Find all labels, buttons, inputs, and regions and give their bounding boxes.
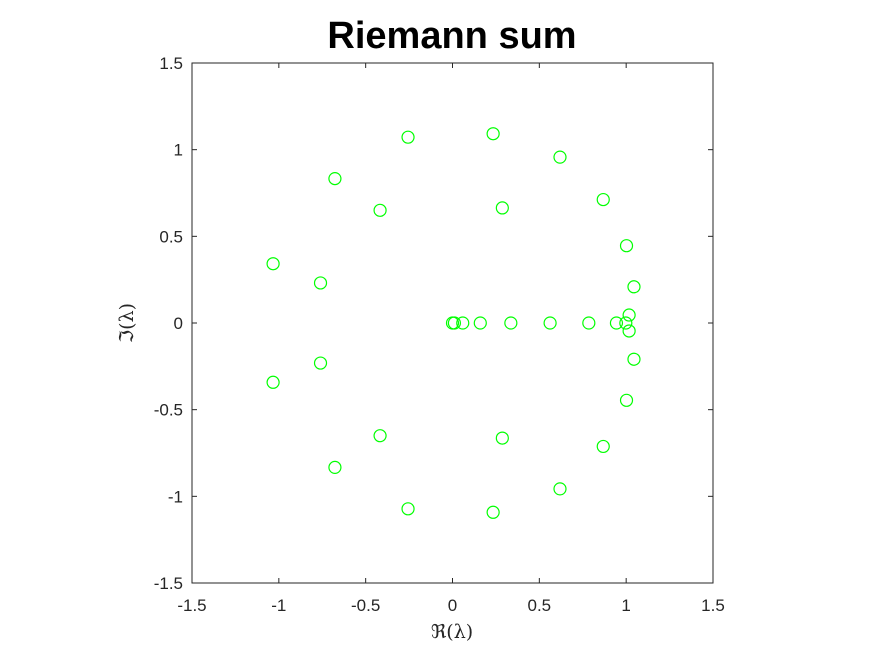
data-point-marker bbox=[313, 276, 328, 290]
data-point-marker bbox=[266, 375, 280, 389]
data-point-marker bbox=[596, 439, 610, 454]
y-tick-label: 1.5 bbox=[159, 54, 183, 73]
x-tick-label: -1 bbox=[271, 596, 286, 615]
x-tick-label: 0.5 bbox=[528, 596, 552, 615]
x-tick-label: 1 bbox=[621, 596, 630, 615]
data-point-marker bbox=[473, 316, 487, 330]
y-tick-label: -1 bbox=[168, 487, 183, 506]
data-point-marker bbox=[373, 203, 387, 217]
data-points bbox=[266, 127, 641, 519]
data-point-marker bbox=[622, 308, 636, 322]
x-tick-label: 1.5 bbox=[701, 596, 725, 615]
x-axis-label: ℜ(λ) bbox=[431, 621, 473, 643]
data-point-marker bbox=[328, 172, 342, 186]
x-tick-label: -0.5 bbox=[351, 596, 380, 615]
x-tick-label: -1.5 bbox=[177, 596, 206, 615]
data-point-marker bbox=[401, 502, 415, 516]
data-point-marker bbox=[373, 429, 387, 443]
data-point-marker bbox=[504, 316, 518, 330]
data-point-marker bbox=[401, 130, 415, 144]
data-point-marker bbox=[313, 356, 328, 370]
chart-title: Riemann sum bbox=[327, 15, 576, 57]
data-point-marker bbox=[609, 316, 624, 330]
x-tick-labels: -1.5 -1 -0.5 0 0.5 1 1.5 bbox=[177, 596, 724, 615]
x-tick-label: 0 bbox=[448, 596, 457, 615]
data-point-marker bbox=[447, 316, 462, 330]
y-tick-label: -1.5 bbox=[154, 574, 183, 593]
data-point-marker bbox=[582, 316, 596, 330]
data-point-marker bbox=[328, 460, 342, 474]
data-point-marker bbox=[627, 280, 641, 294]
y-tick-label: 1 bbox=[174, 141, 183, 160]
data-point-marker bbox=[495, 431, 509, 445]
data-point-marker bbox=[456, 316, 470, 330]
data-point-marker bbox=[553, 482, 567, 496]
data-point-marker bbox=[619, 393, 634, 407]
data-point-marker bbox=[486, 127, 500, 141]
data-point-marker bbox=[596, 192, 610, 207]
axis-ticks bbox=[191, 62, 714, 584]
data-point-marker bbox=[486, 505, 500, 519]
data-point-marker bbox=[266, 257, 280, 271]
data-point-marker bbox=[553, 150, 567, 164]
data-point-marker bbox=[619, 316, 633, 330]
plot-area bbox=[191, 62, 714, 584]
y-tick-labels: -1.5 -1 -0.5 0 0.5 1 1.5 bbox=[154, 54, 183, 593]
y-axis-label: ℑ(λ) bbox=[116, 303, 138, 343]
y-tick-label: -0.5 bbox=[154, 401, 183, 420]
y-tick-label: 0.5 bbox=[159, 227, 183, 246]
data-point-marker bbox=[622, 324, 636, 338]
data-point-marker bbox=[543, 316, 557, 330]
data-point-marker bbox=[495, 201, 509, 215]
y-tick-label: 0 bbox=[174, 314, 183, 333]
data-point-marker bbox=[619, 239, 634, 253]
data-point-marker bbox=[627, 352, 641, 366]
